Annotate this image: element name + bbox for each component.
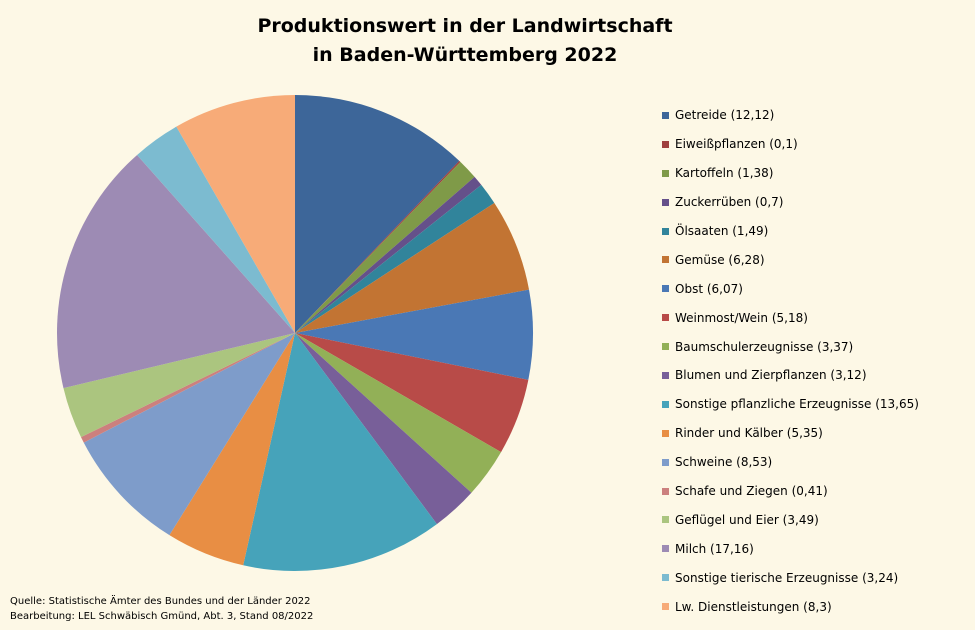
- legend-swatch: [662, 371, 669, 379]
- legend-label: Schweine (8,53): [675, 455, 773, 470]
- legend-item: Obst (6,07): [662, 274, 919, 303]
- legend-swatch: [662, 516, 669, 524]
- legend-swatch: [662, 198, 669, 206]
- legend-swatch: [662, 169, 669, 177]
- pie-slice-10: [243, 333, 437, 571]
- pie-slice-6: [295, 289, 533, 380]
- pie-slice-13: [81, 333, 295, 443]
- legend-label: Rinder und Kälber (5,35): [675, 426, 823, 441]
- legend-item: Zuckerrüben (0,7): [662, 188, 919, 217]
- legend-swatch: [662, 111, 669, 119]
- legend-swatch: [662, 343, 669, 351]
- legend-label: Milch (17,16): [675, 541, 754, 556]
- pie-slice-1: [295, 160, 461, 333]
- pie-slice-16: [137, 126, 295, 333]
- legend-item: Sonstige pflanzliche Erzeugnisse (13,65): [662, 390, 919, 419]
- legend-item: Weinmost/Wein (5,18): [662, 303, 919, 332]
- legend-label: Geflügel und Eier (3,49): [675, 512, 819, 527]
- legend-label: Schafe und Ziegen (0,41): [675, 484, 828, 499]
- pie-chart: [56, 95, 533, 571]
- legend-swatch: [662, 314, 669, 322]
- legend: Getreide (12,12) Eiweißpflanzen (0,1) Kart…: [662, 101, 919, 621]
- legend-item: Sonstige tierische Erzeugnisse (3,24): [662, 563, 919, 592]
- legend-item: Getreide (12,12): [662, 101, 919, 130]
- legend-item: Ölsaaten (1,49): [662, 217, 919, 246]
- legend-item: Geflügel und Eier (3,49): [662, 505, 919, 534]
- legend-swatch: [662, 574, 669, 582]
- legend-swatch: [662, 285, 669, 293]
- legend-item: Blumen und Zierpflanzen (3,12): [662, 361, 919, 390]
- legend-item: Kartoffeln (1,38): [662, 159, 919, 188]
- pie-slice-12: [83, 333, 295, 536]
- legend-item: Eiweißpflanzen (0,1): [662, 130, 919, 159]
- pie-slice-0: [295, 95, 460, 333]
- legend-item: Schweine (8,53): [662, 448, 919, 477]
- pie-slice-14: [63, 333, 295, 438]
- pie-slice-17: [176, 95, 295, 333]
- legend-label: Kartoffeln (1,38): [675, 166, 774, 181]
- editor-line: Bearbeitung: LEL Schwäbisch Gmünd, Abt. …: [10, 611, 314, 622]
- chart-title-line-2: in Baden-Württemberg 2022: [312, 44, 618, 66]
- legend-label: Weinmost/Wein (5,18): [675, 310, 808, 325]
- legend-label: Baumschulerzeugnisse (3,37): [675, 339, 854, 354]
- pie-slice-4: [295, 184, 495, 333]
- legend-label: Obst (6,07): [675, 281, 743, 296]
- pie-slice-15: [56, 154, 295, 389]
- source-note: Quelle: Statistische Ämter des Bundes un…: [10, 594, 313, 624]
- legend-swatch: [662, 458, 669, 466]
- legend-swatch: [662, 400, 669, 408]
- legend-swatch: [662, 603, 669, 611]
- pie-slice-9: [295, 333, 472, 525]
- pie-slice-7: [295, 333, 529, 453]
- legend-item: Gemüse (6,28): [662, 245, 919, 274]
- legend-swatch: [662, 227, 669, 235]
- legend-label: Ölsaaten (1,49): [675, 224, 769, 238]
- legend-item: Baumschulerzeugnisse (3,37): [662, 332, 919, 361]
- legend-label: Blumen und Zierpflanzen (3,12): [675, 368, 867, 383]
- legend-swatch: [662, 256, 669, 264]
- legend-label: Zuckerrüben (0,7): [675, 195, 784, 210]
- legend-item: Schafe und Ziegen (0,41): [662, 477, 919, 506]
- legend-label: Gemüse (6,28): [675, 252, 765, 267]
- pie-slice-8: [295, 333, 502, 493]
- legend-item: Milch (17,16): [662, 534, 919, 563]
- legend-label: Getreide (12,12): [675, 108, 775, 123]
- legend-swatch: [662, 545, 669, 553]
- legend-item: Lw. Dienstleistungen (8,3): [662, 592, 919, 621]
- chart-title-line-1: Produktionswert in der Landwirtschaft: [257, 15, 673, 37]
- pie-slice-2: [295, 161, 475, 333]
- source-line: Quelle: Statistische Ämter des Bundes un…: [10, 596, 311, 607]
- legend-label: Sonstige tierische Erzeugnisse (3,24): [675, 570, 899, 585]
- pie-slice-11: [169, 333, 295, 566]
- chart-title: Produktionswert in der Landwirtschaft in…: [200, 12, 730, 70]
- pie-slice-5: [295, 202, 530, 333]
- legend-swatch: [662, 140, 669, 148]
- pie-slice-3: [295, 176, 482, 333]
- legend-item: Rinder und Kälber (5,35): [662, 419, 919, 448]
- legend-swatch: [662, 429, 669, 437]
- legend-label: Sonstige pflanzliche Erzeugnisse (13,65): [675, 397, 919, 412]
- legend-swatch: [662, 487, 669, 495]
- legend-label: Lw. Dienstleistungen (8,3): [675, 599, 832, 614]
- legend-label: Eiweißpflanzen (0,1): [675, 137, 798, 152]
